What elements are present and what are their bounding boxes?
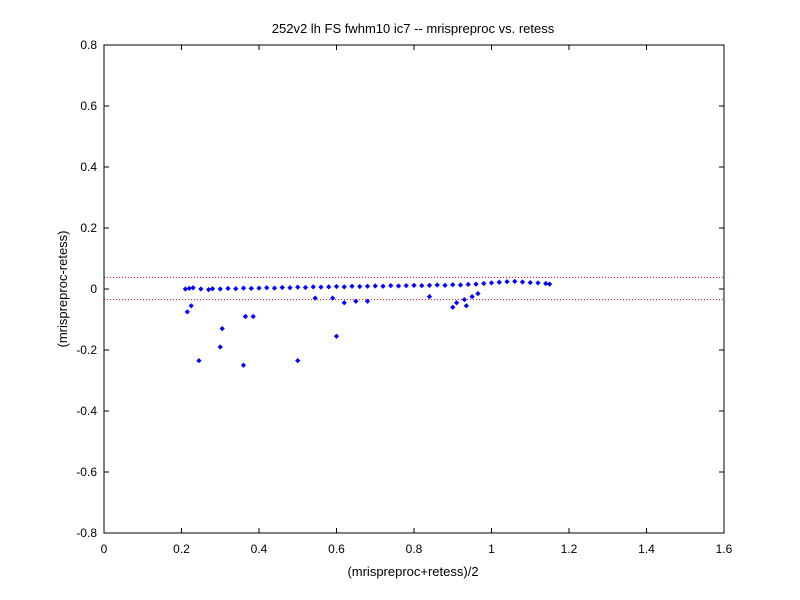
data-point — [465, 281, 471, 288]
data-point — [411, 282, 417, 288]
data-point — [279, 284, 285, 291]
data-point — [217, 344, 223, 350]
reference-lines — [104, 276, 724, 301]
y-tick-label: 0.2 — [80, 221, 97, 235]
data-point — [475, 290, 481, 297]
data-point — [341, 284, 347, 290]
y-tick-label: -0.4 — [76, 404, 97, 418]
data-point — [395, 283, 402, 289]
data-point — [209, 286, 216, 292]
data-point — [341, 300, 347, 306]
data-point — [302, 284, 309, 291]
data-point — [450, 304, 456, 310]
data-point — [450, 282, 456, 288]
data-point — [330, 295, 336, 301]
data-point — [225, 285, 231, 292]
data-point — [326, 284, 332, 290]
data-point — [198, 286, 204, 292]
x-tick-label: 0.8 — [406, 542, 423, 556]
y-axis-label: (mrispreproc-retess) — [55, 230, 70, 347]
x-tick-label: 0 — [101, 542, 108, 556]
y-tick-label: 0.6 — [80, 99, 97, 113]
data-point — [442, 282, 448, 288]
x-tick-label: 1.6 — [716, 542, 733, 556]
data-point — [264, 285, 270, 291]
data-point — [426, 282, 433, 288]
data-point — [333, 333, 340, 339]
data-point — [188, 303, 194, 309]
x-tick-label: 1.2 — [561, 542, 578, 556]
data-point — [519, 279, 526, 285]
data-point — [473, 281, 479, 287]
y-tick-label: -0.6 — [76, 465, 97, 479]
x-tick-label: 0.4 — [251, 542, 268, 556]
data-point — [312, 295, 318, 301]
data-point — [434, 282, 440, 288]
data-point — [463, 303, 469, 309]
data-point — [248, 285, 254, 292]
data-point — [504, 279, 510, 285]
data-point — [488, 280, 495, 286]
data-point — [543, 280, 549, 287]
data-point — [496, 279, 502, 285]
data-point — [527, 279, 533, 286]
x-tick-label: 1 — [488, 542, 495, 556]
y-tick-label: 0.8 — [80, 38, 97, 52]
data-point — [388, 283, 394, 289]
data-point — [240, 285, 247, 291]
data-point — [250, 313, 256, 320]
data-point — [240, 362, 247, 368]
data-point — [184, 309, 190, 315]
data-point — [271, 285, 278, 291]
data-point — [426, 294, 433, 300]
data-point — [461, 297, 467, 303]
data-point — [419, 283, 425, 289]
data-point — [469, 294, 475, 300]
x-tick-label: 0.2 — [173, 542, 190, 556]
data-point — [219, 326, 225, 332]
data-point — [310, 284, 316, 290]
data-point — [457, 282, 464, 288]
y-tick-label: 0 — [90, 282, 97, 296]
x-tick-label: 0.6 — [328, 542, 345, 556]
data-point — [217, 286, 223, 292]
data-point — [547, 281, 553, 287]
data-point — [364, 298, 371, 304]
data-point — [295, 284, 301, 290]
data-point — [196, 358, 202, 364]
x-tick-label: 1.4 — [638, 542, 655, 556]
data-point — [349, 283, 355, 289]
data-point — [454, 300, 460, 306]
data-point — [333, 283, 340, 290]
chart-title: 252v2 lh FS fwhm10 ic7 -- mrispreproc vs… — [272, 21, 555, 36]
data-point — [481, 280, 487, 287]
y-tick-label: -0.8 — [76, 526, 97, 540]
data-point — [535, 280, 541, 286]
data-point — [190, 285, 196, 291]
data-point — [287, 285, 293, 291]
data-point — [512, 278, 518, 284]
data-point — [256, 285, 262, 291]
data-point — [364, 283, 371, 289]
y-tick-label: -0.2 — [76, 343, 97, 357]
data-point — [233, 286, 239, 292]
data-points — [182, 278, 553, 368]
data-point — [295, 358, 301, 364]
data-point — [318, 284, 324, 290]
y-tick-label: 0.4 — [80, 160, 97, 174]
data-point — [372, 283, 378, 289]
data-point — [353, 298, 359, 304]
data-point — [357, 283, 363, 290]
data-point — [380, 283, 386, 289]
x-axis-label: (mrispreproc+retess)/2 — [347, 564, 478, 579]
data-point — [242, 313, 249, 320]
data-point — [403, 283, 409, 289]
axis-ticks: 0 0.2 0.4 0.6 0.8 1 1.2 1.4 1.6 -0.8 -0.6 -0.4 -0.2 0… — [76, 38, 732, 556]
